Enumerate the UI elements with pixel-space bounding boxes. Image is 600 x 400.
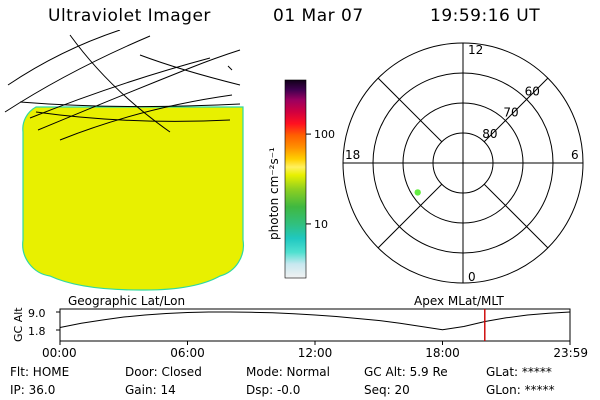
polar-mlt-spoke bbox=[377, 77, 443, 143]
polar-lat-label: 60 bbox=[525, 84, 540, 98]
altitude-ytick-label: 9.0 bbox=[28, 307, 46, 320]
date-label: 01 Mar 07 bbox=[273, 6, 364, 26]
gc-alt-info: GC Alt: 5.9 Re bbox=[364, 365, 448, 379]
colorbar-unit-label: photon cm⁻²s⁻¹ bbox=[267, 147, 281, 240]
geographic-coord-label: Geographic Lat/Lon bbox=[68, 294, 185, 308]
mlt-label-6: 6 bbox=[571, 148, 579, 162]
polar-mlt-spoke bbox=[483, 77, 549, 143]
instrument-title: Ultraviolet Imager bbox=[48, 6, 211, 26]
colorbar: 100 10 photon cm⁻²s⁻¹ bbox=[267, 79, 335, 279]
altitude-chart-frame bbox=[59, 308, 571, 342]
altitude-ytick-label: 1.8 bbox=[28, 325, 46, 338]
uv-image-disk bbox=[22, 106, 245, 291]
glon-info: GLon: ***** bbox=[486, 383, 555, 397]
altitude-xtick-label: 12:00 bbox=[298, 346, 333, 360]
filter-info: Flt: HOME bbox=[10, 365, 70, 379]
altitude-xtick-label: 00:00 bbox=[42, 346, 77, 360]
map-grid-lines bbox=[4, 30, 241, 141]
mode-info: Mode: Normal bbox=[246, 365, 330, 379]
colorbar-tick-label: 100 bbox=[314, 128, 335, 141]
mlt-label-0: 0 bbox=[468, 270, 476, 284]
polar-plot: 80 70 60 12 0 18 6 bbox=[342, 42, 584, 284]
altitude-chart: GC Alt 9.0 1.8 00:00 06:00 12:00 18:00 23:59 bbox=[12, 307, 588, 360]
dsp-info: Dsp: -0.0 bbox=[246, 383, 301, 397]
apex-coord-label: Apex MLat/MLT bbox=[414, 294, 504, 308]
glat-info: GLat: ***** bbox=[486, 365, 552, 379]
altitude-ylabel: GC Alt bbox=[12, 307, 25, 342]
polar-mlt-spoke bbox=[377, 183, 443, 249]
altitude-xtick-label: 18:00 bbox=[425, 346, 460, 360]
mlt-label-12: 12 bbox=[468, 43, 483, 57]
altitude-xtick-label: 06:00 bbox=[170, 346, 205, 360]
gain-info: Gain: 14 bbox=[125, 383, 176, 397]
polar-lat-label: 80 bbox=[482, 127, 497, 141]
altitude-series-line bbox=[59, 311, 571, 331]
door-info: Door: Closed bbox=[125, 365, 202, 379]
polar-mlt-spoke bbox=[483, 183, 549, 249]
time-label: 19:59:16 UT bbox=[430, 6, 541, 26]
colorbar-tick-label: 10 bbox=[314, 218, 328, 231]
altitude-xtick-label: 23:59 bbox=[553, 346, 588, 360]
uv-image-panel bbox=[4, 30, 245, 291]
seq-info: Seq: 20 bbox=[364, 383, 410, 397]
ip-info: IP: 36.0 bbox=[10, 383, 56, 397]
mlt-label-18: 18 bbox=[345, 148, 360, 162]
polar-data-point bbox=[414, 189, 421, 196]
polar-lat-label: 70 bbox=[503, 106, 518, 120]
colorbar-gradient bbox=[284, 79, 307, 279]
